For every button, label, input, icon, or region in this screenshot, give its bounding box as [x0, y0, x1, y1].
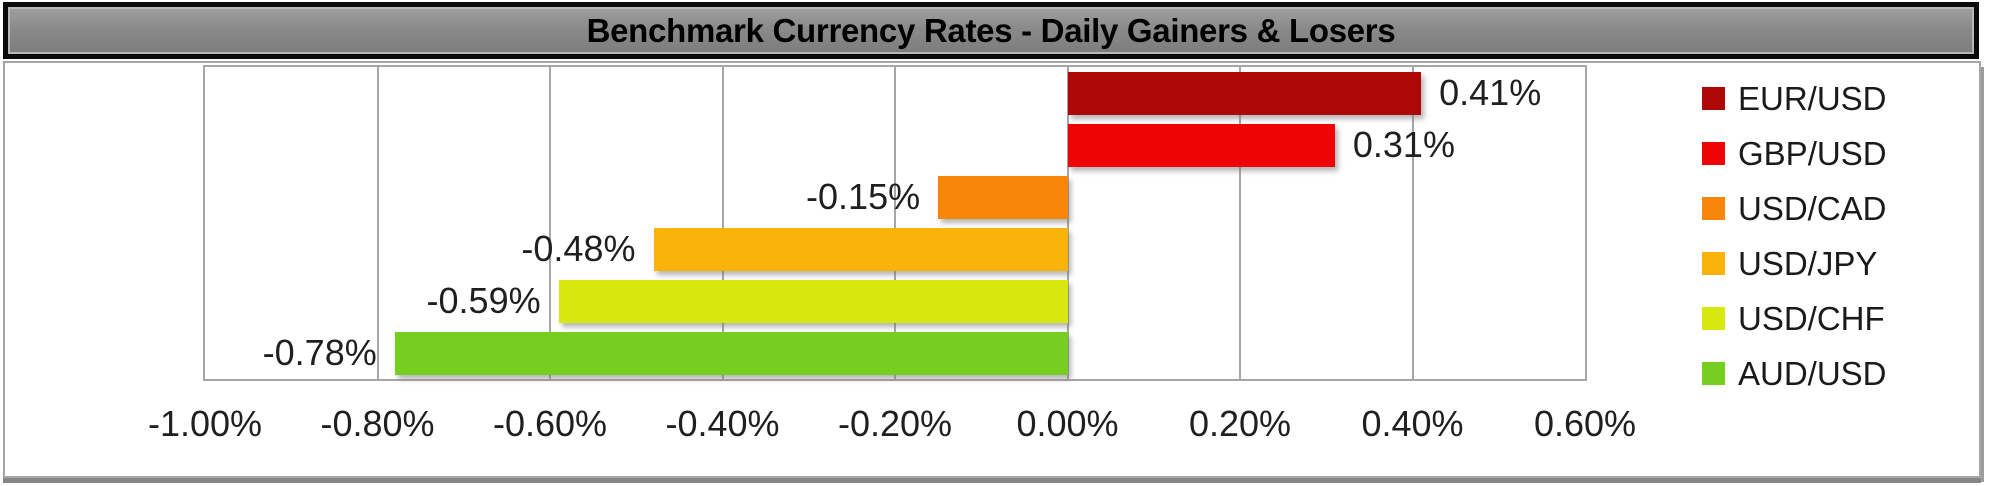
x-tick-label: 0.40% — [1361, 403, 1464, 444]
x-tick-label: -0.60% — [492, 403, 608, 444]
bar-eur-usd — [1067, 71, 1422, 115]
chart-title: Benchmark Currency Rates - Daily Gainers… — [586, 11, 1396, 49]
chart-area: 0.41% 0.31% -0.15% -0.48% -0.59% -0.78% -1.00… — [3, 61, 1981, 478]
gridline — [894, 67, 896, 379]
x-tick-label: -0.40% — [665, 403, 780, 444]
x-tick-label: 0.00% — [1016, 403, 1119, 444]
x-tick-label: -1.00% — [147, 403, 263, 444]
x-tick-label: 0.60% — [1533, 403, 1637, 444]
legend-item-usd-cad: USD/CAD — [1702, 181, 1887, 236]
bar-value-label: -0.15% — [806, 176, 921, 217]
bar-value-label: 0.31% — [1352, 124, 1455, 165]
legend-color-swatch-icon — [1702, 252, 1725, 275]
bar-value-label: -0.48% — [521, 228, 636, 269]
x-tick-label: -0.20% — [837, 403, 953, 444]
bar-value-label: 0.41% — [1439, 72, 1542, 113]
legend: EUR/USD GBP/USD USD/CAD USD/JPY USD/CHF AUD/U… — [1702, 71, 1887, 401]
gridline — [721, 67, 724, 379]
legend-label: GBP/USD — [1738, 134, 1887, 172]
bar-usd-cad — [938, 175, 1068, 219]
gridline — [1239, 67, 1241, 379]
legend-item-gbp-usd: GBP/USD — [1702, 126, 1887, 181]
legend-color-swatch-icon — [1702, 87, 1725, 110]
legend-item-usd-jpy: USD/JPY — [1702, 236, 1887, 291]
bar-gbp-usd — [1067, 123, 1335, 167]
legend-label: USD/JPY — [1738, 244, 1878, 282]
legend-color-swatch-icon — [1702, 142, 1725, 165]
x-axis-tick-labels: -1.00% -0.80% -0.60% -0.40% -0.20% 0.00% 0.20%… — [148, 403, 1636, 447]
gridline — [1411, 67, 1414, 379]
gridline — [1066, 67, 1069, 379]
legend-item-eur-usd: EUR/USD — [1702, 71, 1887, 126]
x-tick-label: -0.80% — [320, 403, 435, 444]
legend-label: USD/CAD — [1738, 189, 1887, 227]
plot-area: 0.41% 0.31% -0.15% -0.48% -0.59% -0.78% — [203, 65, 1587, 381]
legend-color-swatch-icon — [1702, 307, 1725, 330]
bar-value-label: -0.59% — [426, 280, 541, 321]
legend-label: EUR/USD — [1738, 79, 1887, 117]
bar-usd-jpy — [653, 227, 1068, 271]
legend-label: AUD/USD — [1738, 354, 1887, 392]
gridline — [549, 67, 551, 379]
bar-usd-chf — [558, 279, 1068, 323]
chart-title-banner: Benchmark Currency Rates - Daily Gainers… — [3, 2, 1979, 59]
legend-color-swatch-icon — [1702, 197, 1725, 220]
x-tick-label: 0.20% — [1188, 403, 1292, 444]
legend-color-swatch-icon — [1702, 362, 1725, 385]
legend-item-aud-usd: AUD/USD — [1702, 346, 1887, 401]
legend-item-usd-chf: USD/CHF — [1702, 291, 1887, 346]
legend-label: USD/CHF — [1738, 299, 1885, 337]
bar-aud-usd — [394, 331, 1068, 375]
bar-value-label: -0.78% — [262, 332, 377, 373]
gridline — [376, 67, 379, 379]
